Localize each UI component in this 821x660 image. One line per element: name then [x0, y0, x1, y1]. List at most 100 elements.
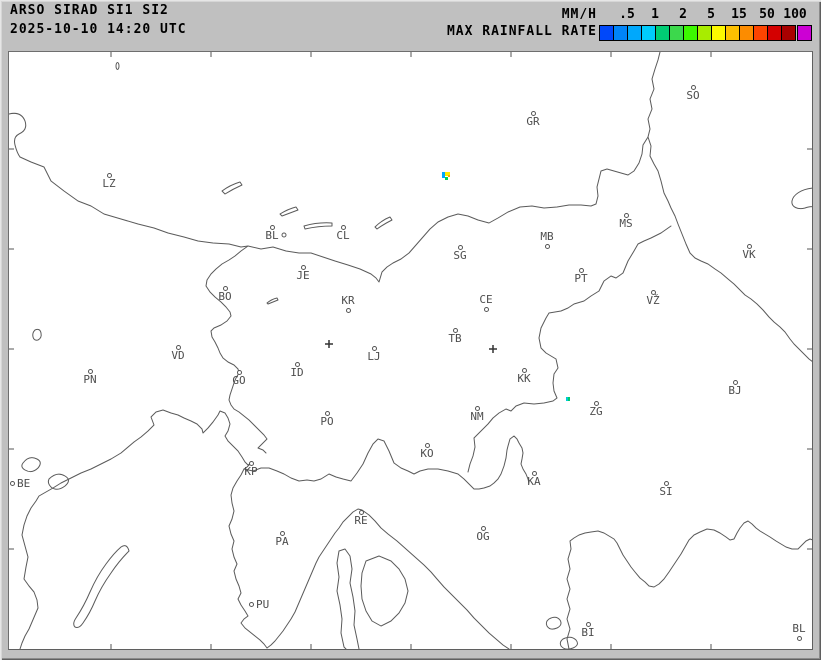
- station-label: MS: [619, 217, 633, 230]
- rain-echo-cell: [448, 175, 450, 177]
- map-frame-ticks: [9, 52, 812, 649]
- coast-istria-west: [228, 468, 268, 649]
- station-label: SO: [686, 89, 700, 102]
- station-dot: [521, 367, 527, 373]
- station-label: VD: [171, 349, 185, 362]
- lagoon-islet-2: [47, 473, 69, 490]
- station-dot: [585, 621, 591, 627]
- border-italy-austria: [19, 156, 249, 248]
- lake-ossiach: [279, 206, 299, 217]
- station-label: KR: [341, 294, 355, 307]
- station-dot: [324, 410, 330, 416]
- lake-faak: [281, 232, 287, 238]
- legend-color-segment: [698, 26, 712, 40]
- station-label: ID: [290, 366, 304, 379]
- station-dot: [358, 509, 364, 515]
- station-label: JE: [296, 269, 310, 282]
- legend-color-segment: [670, 26, 684, 40]
- legend-color-segment: [726, 26, 740, 40]
- legend-tick-label: 1: [651, 7, 659, 22]
- station-dot: [175, 344, 181, 350]
- station-label: VK: [742, 248, 756, 261]
- station-label: BL: [792, 622, 806, 635]
- station-dot: [300, 264, 306, 270]
- station-dot: [746, 243, 752, 249]
- station-dot: [236, 369, 242, 375]
- station-dot: [87, 368, 93, 374]
- lake-tiny-nw: [115, 62, 120, 70]
- station-dot: [732, 379, 738, 385]
- border-austria-slovenia: [247, 52, 661, 283]
- map-outlines: [9, 52, 812, 649]
- coast-venice: [19, 441, 135, 649]
- station-label: PT: [574, 272, 588, 285]
- lake-millstatt: [221, 181, 243, 195]
- station-dot: [530, 110, 536, 116]
- station-dot: [480, 525, 486, 531]
- legend-tick-label: 15: [731, 7, 747, 22]
- legend-color-segment: [712, 26, 726, 40]
- station-label: SG: [453, 249, 467, 262]
- legend-color-segment: [600, 26, 614, 40]
- station-label: BE: [17, 477, 31, 490]
- legend-color-segment: [628, 26, 642, 40]
- station-label: BO: [218, 290, 232, 303]
- lagoon-west-blob: [32, 328, 42, 341]
- legend-color-segment: [782, 26, 795, 40]
- station-label: CL: [336, 229, 350, 242]
- station-label: GR: [526, 115, 540, 128]
- legend-color-segment: [642, 26, 656, 40]
- timestamp: 2025-10-10 14:20 UTC: [10, 22, 187, 37]
- station-label: PA: [275, 535, 289, 548]
- legend-color-segment: [754, 26, 768, 40]
- rain-echo-cell: [568, 397, 570, 401]
- station-label: KO: [420, 447, 434, 460]
- rain-echo-cell: [442, 172, 445, 178]
- station-dot: [593, 400, 599, 406]
- station-dot: [248, 601, 254, 607]
- lake-klopein: [374, 216, 393, 230]
- island-cres: [336, 548, 360, 649]
- rainfall-color-scale: [599, 25, 796, 41]
- station-label: PO: [320, 415, 334, 428]
- station-dot: [457, 244, 463, 250]
- legend-title: MAX RAINFALL RATE: [446, 24, 597, 39]
- station-dot: [345, 307, 351, 313]
- station-dot: [294, 361, 300, 367]
- lake-bohinj: [266, 297, 279, 305]
- lake-balaton-tip: [791, 187, 812, 210]
- rain-echo-cell: [566, 397, 568, 401]
- station-dot: [371, 345, 377, 351]
- island-krk: [360, 555, 409, 627]
- lake-woerthersee: [303, 222, 333, 230]
- station-label: RE: [354, 514, 368, 527]
- radar-map[interactable]: LZ GR SO BL CL MS MB VK SG JE PT KR CE VŽ TB BO VD PN ID GO…: [8, 51, 813, 650]
- legend-color-segment: [740, 26, 754, 40]
- station-label: PN: [83, 373, 97, 386]
- island-small-1: [545, 616, 562, 630]
- station-label: TB: [448, 332, 462, 345]
- station-label: SI: [659, 485, 673, 498]
- station-label: GO: [232, 374, 246, 387]
- lake-outline-nw: [9, 112, 27, 158]
- station-dot: [248, 460, 254, 466]
- station-label: LZ: [102, 177, 116, 190]
- station-dot: [340, 224, 346, 230]
- station-label: MB: [540, 230, 554, 243]
- station-dot: [690, 84, 696, 90]
- radar-site-markers: [325, 340, 497, 353]
- border-slovenia-croatia-east: [467, 225, 672, 473]
- border-croatia-bosnia: [566, 520, 812, 649]
- legend-tick-label: .5: [619, 7, 635, 22]
- station-label: VŽ: [646, 294, 660, 307]
- station-label: NM: [470, 410, 484, 423]
- legend-tick-label: 2: [679, 7, 687, 22]
- legend-color-segment: [614, 26, 628, 40]
- station-label: KK: [517, 372, 531, 385]
- station-dot: [483, 306, 489, 312]
- coast-istria-east: [266, 508, 510, 649]
- station-dot: [650, 289, 656, 295]
- legend-tick-label: 5: [707, 7, 715, 22]
- legend-color-segment: [684, 26, 698, 40]
